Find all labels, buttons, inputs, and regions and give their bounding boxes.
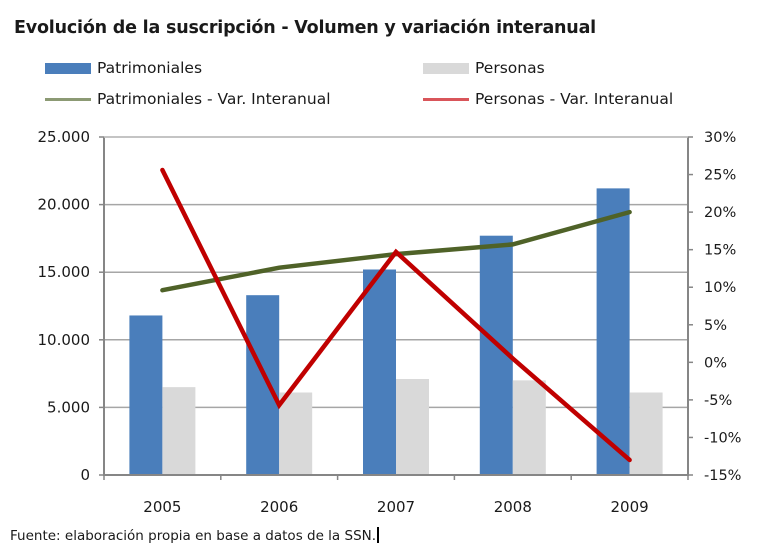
bar-personas xyxy=(396,379,429,475)
legend-label: Personas - Var. Interanual xyxy=(475,90,674,108)
y-axis-label: 0 xyxy=(80,466,90,484)
bar-personas xyxy=(162,387,196,475)
bar-personas xyxy=(279,392,313,475)
legend-swatch-gray xyxy=(423,62,469,74)
legend-swatch-red-line xyxy=(423,97,469,101)
y2-axis-label: 30% xyxy=(704,130,736,146)
chart-title: Evolución de la suscripción - Volumen y … xyxy=(14,18,596,38)
x-axis-label: 2009 xyxy=(611,498,649,516)
legend-swatch-blue xyxy=(45,62,91,74)
y-axis-label: 25.000 xyxy=(38,128,91,146)
legend-label: Patrimoniales - Var. Interanual xyxy=(97,90,331,108)
x-axis-label: 2008 xyxy=(494,498,532,516)
legend-swatch-green-line xyxy=(45,97,91,101)
x-axis-label: 2006 xyxy=(260,498,298,516)
legend-item-personas-var: Personas - Var. Interanual xyxy=(423,90,673,108)
source-note: Fuente: elaboración propia en base a dat… xyxy=(10,527,379,544)
y2-axis-label: 20% xyxy=(704,205,736,221)
y2-axis-label: -10% xyxy=(704,430,741,446)
y2-axis-label: 0% xyxy=(704,355,727,371)
y2-axis-label: 5% xyxy=(704,318,727,334)
text-cursor xyxy=(377,527,379,543)
bar-personas xyxy=(629,392,663,475)
bar-patrimoniales xyxy=(246,295,280,475)
source-text: Fuente: elaboración propia en base a dat… xyxy=(10,528,377,544)
legend-label: Patrimoniales xyxy=(97,59,203,77)
y-axis-label: 5.000 xyxy=(47,398,90,416)
legend-item-patrimoniales: Patrimoniales xyxy=(45,59,202,77)
line-personas-var-interanual xyxy=(160,167,632,463)
bar-patrimoniales xyxy=(363,269,396,475)
legend-label: Personas xyxy=(475,59,545,77)
y2-axis-label: 10% xyxy=(704,280,736,296)
y2-axis-label: 15% xyxy=(704,243,736,259)
legend-item-patrimoniales-var: Patrimoniales - Var. Interanual xyxy=(45,90,331,108)
bar-patrimoniales xyxy=(596,188,630,475)
bar-patrimoniales xyxy=(129,315,163,475)
x-axis-label: 2007 xyxy=(377,498,415,516)
y-axis-label: 20.000 xyxy=(38,196,91,214)
y-axis-label: 10.000 xyxy=(38,331,91,349)
y-axis-label: 15.000 xyxy=(38,263,91,281)
y2-axis-label: -15% xyxy=(704,468,741,484)
x-axis-label: 2005 xyxy=(143,498,181,516)
y2-axis-label: -5% xyxy=(704,393,732,409)
y2-axis-label: 25% xyxy=(704,168,736,184)
bar-personas xyxy=(512,380,546,475)
legend-item-personas: Personas xyxy=(423,59,545,77)
